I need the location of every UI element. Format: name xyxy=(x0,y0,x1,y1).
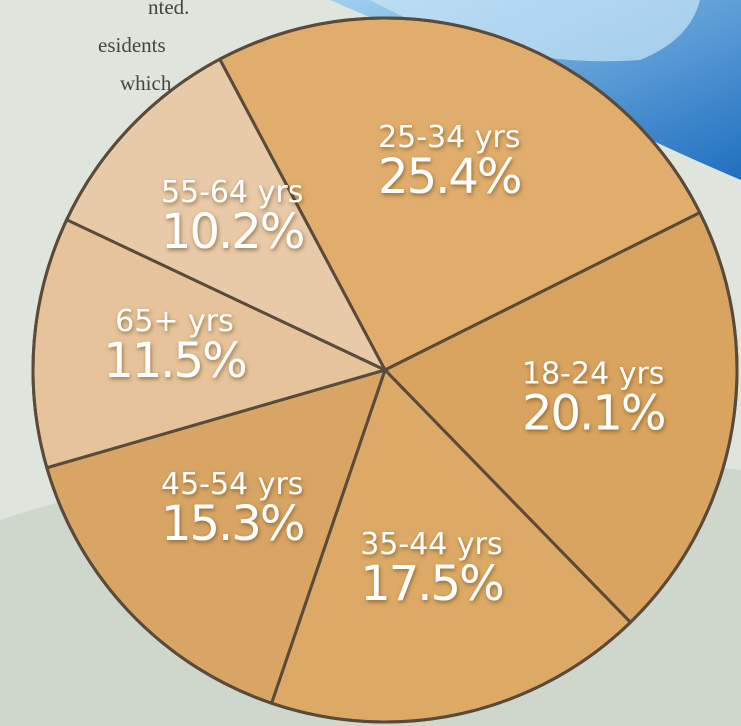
category-label: 35-44 yrs xyxy=(360,527,502,562)
cropped-text: which xyxy=(120,71,172,95)
value-label: 11.5% xyxy=(103,333,245,389)
pie-outline xyxy=(31,16,739,724)
blue-highlight xyxy=(370,0,700,62)
category-label: 55-64 yrs xyxy=(161,175,303,210)
value-label: 20.1% xyxy=(522,385,664,441)
value-label: 15.3% xyxy=(161,496,303,552)
cropped-text: esidents xyxy=(98,33,166,57)
category-label: 25-34 yrs xyxy=(378,120,520,155)
value-label: 10.2% xyxy=(161,204,303,260)
value-label: 17.5% xyxy=(360,556,502,612)
cropped-text: nted. xyxy=(148,0,189,19)
category-label: 65+ yrs xyxy=(115,304,234,339)
category-label: 45-54 yrs xyxy=(161,467,303,502)
value-label: 25.4% xyxy=(378,149,520,205)
category-label: 18-24 yrs xyxy=(522,356,664,391)
